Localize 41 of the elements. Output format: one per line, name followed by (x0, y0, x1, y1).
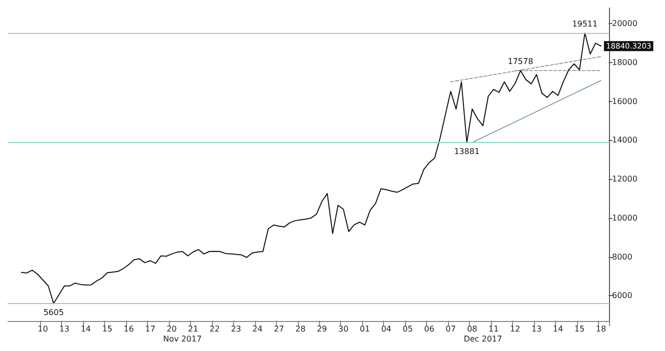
x-tick-label: 14 (552, 324, 564, 334)
y-tick-label: 16000 (612, 96, 638, 106)
data-label: 17578 (508, 57, 534, 66)
y-tick-label: 18000 (612, 58, 638, 67)
x-tick-label: 05 (402, 324, 413, 334)
x-tick-label: 11 (488, 324, 499, 334)
x-tick-label: 06 (424, 324, 434, 334)
x-tick-label: 18 (596, 324, 606, 334)
y-tick-label: 6000 (612, 291, 632, 300)
x-tick-label: 15 (102, 324, 112, 334)
x-tick-label: 13 (531, 324, 542, 334)
x-tick-label: 22 (210, 324, 220, 334)
x-tick-label: 10 (38, 324, 48, 334)
x-tick-label: 29 (316, 324, 328, 334)
x-tick-label: 04 (381, 324, 392, 334)
x-tick-label: 12 (510, 324, 520, 334)
x-tick-label: 16 (124, 324, 134, 334)
x-tick-label: 30 (338, 324, 348, 334)
x-tick-label: 15 (574, 324, 585, 334)
x-tick-label: 01 (360, 324, 370, 334)
text: Dec 2017 (464, 334, 502, 344)
x-tick-label: 14 (80, 324, 91, 334)
x-tick-label: 21 (188, 324, 198, 334)
x-tick-label: 20 (166, 324, 177, 334)
text: Nov 2017 (163, 334, 202, 344)
x-tick-label: 28 (295, 324, 306, 334)
data-label: 13881 (454, 147, 480, 156)
x-tick-label: 13 (59, 324, 70, 334)
x-tick-label: 24 (252, 324, 263, 334)
y-tick-label: 8000 (612, 252, 632, 262)
y-tick-label: 14000 (612, 136, 638, 145)
x-tick-label: 23 (230, 324, 242, 334)
data-label: 5605 (43, 308, 64, 317)
y-tick-label: 12000 (612, 174, 638, 184)
y-tick-label: 20000 (612, 19, 638, 28)
x-tick-label: 07 (446, 324, 456, 334)
y-tick-label: 10000 (612, 213, 638, 222)
x-tick-label: 08 (467, 324, 478, 334)
data-label: 19511 (572, 20, 598, 29)
x-tick-label: 27 (274, 324, 284, 334)
x-tick-label: 17 (145, 324, 156, 334)
